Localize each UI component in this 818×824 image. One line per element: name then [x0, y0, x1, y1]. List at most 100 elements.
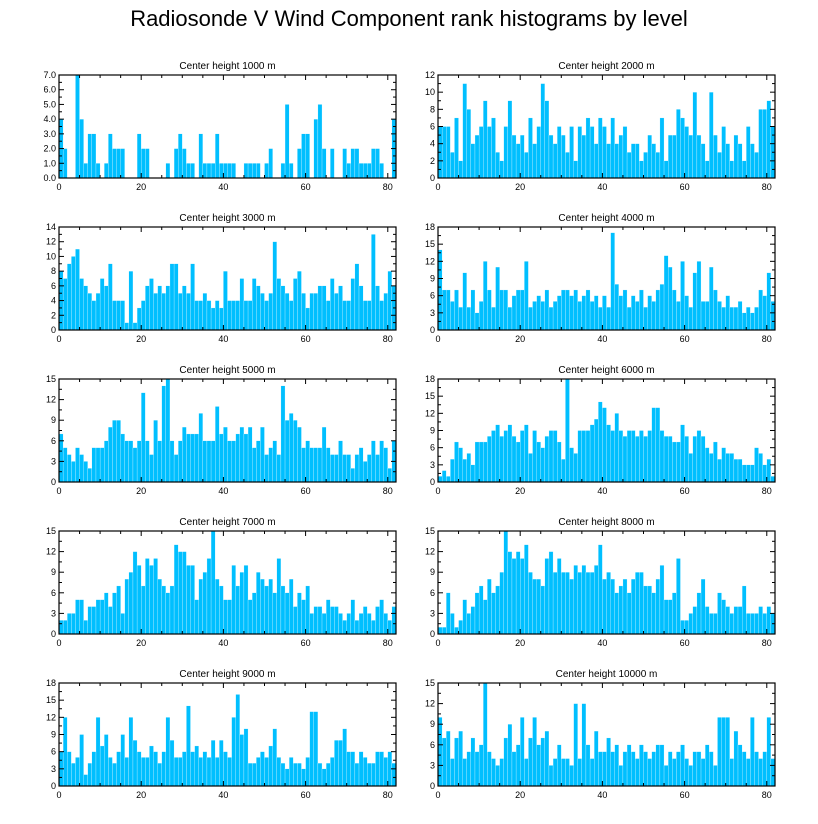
- bar: [379, 599, 384, 635]
- bar: [165, 285, 171, 331]
- bar: [264, 163, 269, 179]
- bar: [145, 148, 150, 179]
- y-tick-label: 0: [430, 325, 435, 335]
- bar: [231, 565, 236, 635]
- bar: [190, 565, 195, 635]
- bar: [668, 599, 673, 635]
- y-tick-label: 4.0: [43, 114, 56, 124]
- panel-title: Center height 3000 m: [179, 213, 275, 224]
- bar: [264, 757, 269, 787]
- bar: [342, 148, 347, 179]
- bar: [618, 585, 624, 635]
- bar: [499, 758, 504, 787]
- bar: [717, 717, 722, 787]
- bar: [548, 134, 554, 179]
- bar: [91, 447, 97, 483]
- bar: [507, 551, 513, 635]
- bar: [478, 301, 484, 331]
- bar: [717, 458, 722, 483]
- bar: [758, 453, 763, 483]
- panel-title: Center height 5000 m: [179, 365, 275, 376]
- bar: [145, 440, 150, 483]
- bar: [668, 134, 673, 179]
- bar: [235, 433, 240, 483]
- bar: [528, 453, 533, 483]
- y-tick-label: 9: [51, 567, 56, 577]
- bar: [260, 293, 265, 331]
- bar: [487, 751, 492, 787]
- bar: [659, 284, 665, 331]
- bar: [446, 126, 451, 179]
- y-tick-label: 9: [51, 415, 56, 425]
- bar: [622, 578, 628, 635]
- y-tick-label: 5.0: [43, 99, 56, 109]
- y-tick-label: 12: [46, 712, 56, 722]
- y-tick-label: 9: [430, 274, 435, 284]
- bar: [487, 126, 492, 179]
- bar: [194, 300, 199, 331]
- bar: [770, 301, 776, 331]
- y-tick-label: 12: [425, 547, 435, 557]
- bar: [321, 613, 327, 635]
- x-tick-label: 20: [515, 486, 525, 496]
- main-title: Radiosonde V Wind Component rank histogr…: [130, 6, 688, 31]
- bar: [655, 407, 661, 483]
- bar: [696, 134, 702, 179]
- bar: [268, 447, 273, 483]
- bar: [540, 737, 545, 787]
- bar: [297, 148, 302, 179]
- bar: [565, 758, 570, 787]
- bar: [75, 248, 80, 331]
- bar: [581, 565, 587, 635]
- x-tick-label: 60: [301, 638, 311, 648]
- y-tick-label: 14: [46, 222, 56, 232]
- bar: [350, 278, 356, 331]
- bar: [610, 117, 615, 179]
- bar: [83, 774, 88, 787]
- bar: [202, 751, 208, 787]
- bar: [141, 148, 146, 179]
- bar: [276, 558, 282, 635]
- bar: [647, 585, 652, 635]
- bar: [692, 92, 698, 179]
- bar: [450, 758, 455, 787]
- bar: [210, 163, 216, 179]
- bar: [87, 606, 93, 635]
- bar: [358, 751, 364, 787]
- y-tick-label: 3: [51, 456, 56, 466]
- panel-title: Center height 4000 m: [558, 213, 654, 224]
- x-tick-label: 0: [56, 638, 61, 648]
- bar: [754, 447, 759, 483]
- bar: [313, 119, 319, 179]
- bar: [569, 126, 574, 179]
- bar: [446, 289, 451, 331]
- bar: [190, 751, 195, 787]
- bar: [709, 453, 714, 483]
- bar: [470, 737, 476, 787]
- panel-title: Center height 9000 m: [179, 669, 275, 680]
- bar: [524, 424, 529, 483]
- bar: [741, 160, 747, 179]
- bar: [346, 163, 351, 179]
- bar: [663, 160, 669, 179]
- bar: [235, 694, 240, 787]
- bar: [330, 606, 335, 635]
- bar: [520, 717, 525, 787]
- bar: [169, 740, 175, 787]
- bar: [470, 289, 476, 331]
- bar: [614, 284, 619, 331]
- bar: [598, 117, 603, 179]
- bar: [466, 306, 472, 331]
- bar: [153, 751, 158, 787]
- bar: [223, 751, 228, 787]
- bar: [524, 758, 529, 787]
- bar: [371, 440, 376, 483]
- panel-title: Center height 6000 m: [558, 365, 654, 376]
- bar: [647, 430, 652, 483]
- bar: [149, 278, 154, 331]
- bar: [478, 126, 484, 179]
- bar: [362, 461, 368, 483]
- y-tick-label: 12: [46, 547, 56, 557]
- bar: [182, 426, 187, 483]
- y-tick-label: 6: [51, 436, 56, 446]
